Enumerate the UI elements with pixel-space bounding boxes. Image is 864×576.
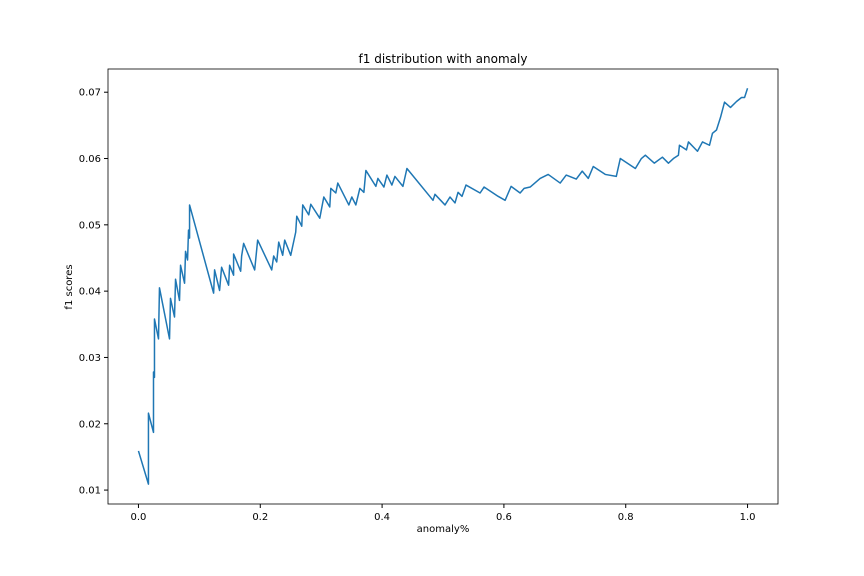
y-axis-label: f1 scores	[64, 264, 75, 309]
x-tick-label: 0.6	[496, 512, 512, 523]
y-tick-label: 0.07	[79, 88, 101, 99]
y-tick-label: 0.04	[79, 287, 101, 298]
x-tick-label: 1.0	[740, 512, 756, 523]
y-tick-label: 0.01	[79, 486, 101, 497]
plot-frame	[107, 68, 779, 505]
y-tick-label: 0.05	[79, 220, 101, 231]
data-line	[137, 88, 749, 485]
y-tick-label: 0.03	[79, 353, 101, 364]
x-tick-label: 0.8	[618, 512, 634, 523]
x-tick-label: 0.4	[374, 512, 390, 523]
x-tick-label: 0.0	[131, 512, 147, 523]
x-tick-label: 0.2	[252, 512, 268, 523]
chart-title: f1 distribution with anomaly	[359, 52, 528, 66]
x-axis-label: anomaly%	[417, 524, 470, 535]
y-tick-label: 0.02	[79, 419, 101, 430]
y-tick-label: 0.06	[79, 154, 101, 165]
